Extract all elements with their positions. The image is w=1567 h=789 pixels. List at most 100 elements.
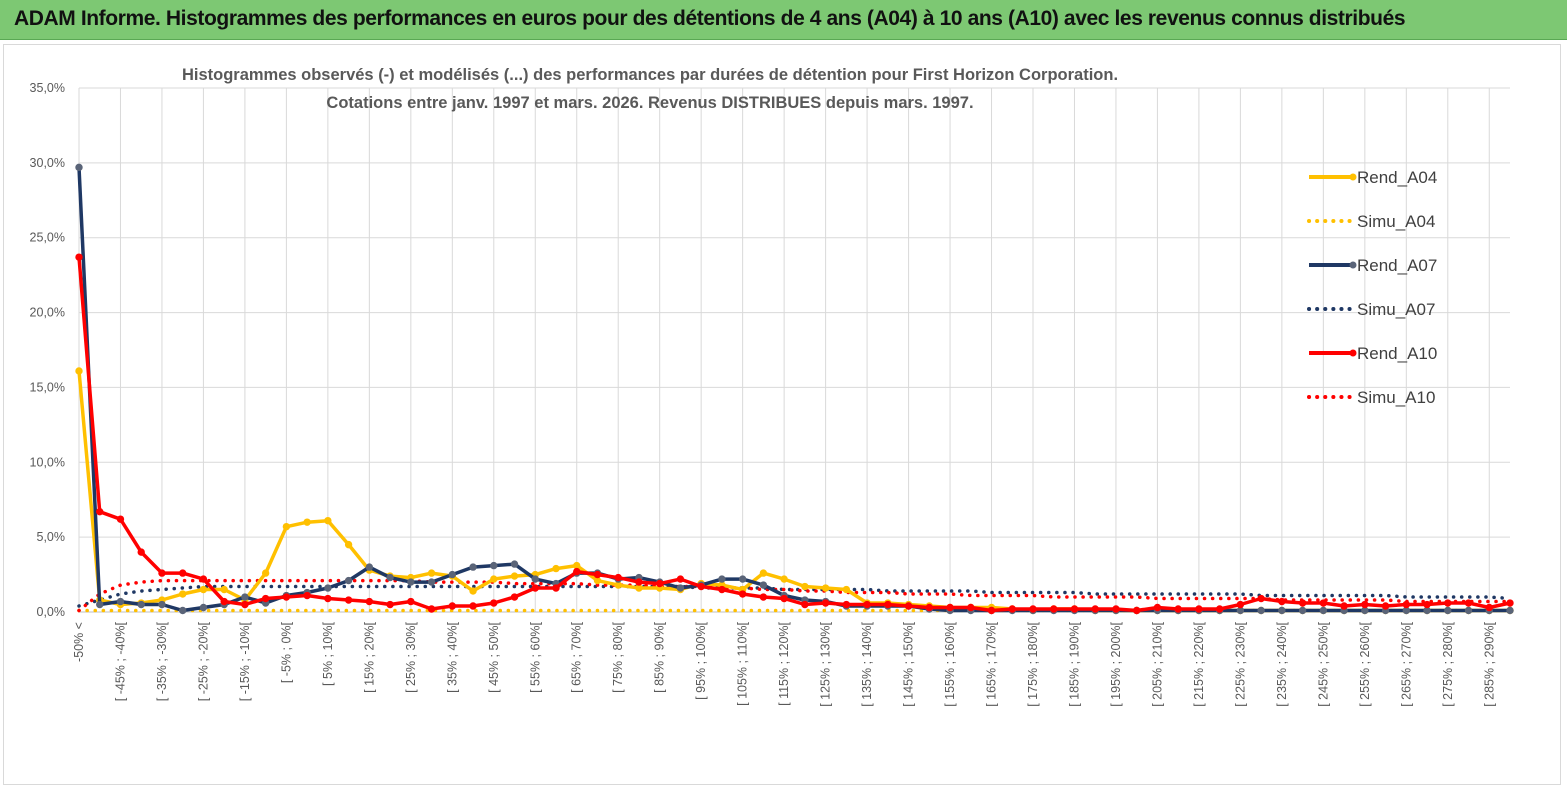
data-point <box>697 582 705 591</box>
x-tick-label: [ 215% ; 220%[ <box>1192 621 1206 706</box>
series-layer <box>75 163 1514 615</box>
data-point <box>1278 606 1286 615</box>
legend-marker <box>1349 261 1357 269</box>
data-point <box>759 569 768 577</box>
x-tick-label: [ 15% ; 20%[ <box>362 621 376 692</box>
data-point <box>863 600 871 609</box>
data-point <box>261 569 270 577</box>
data-point <box>1506 599 1514 607</box>
data-point <box>1112 605 1120 613</box>
data-point <box>324 516 332 525</box>
legend-label: Rend_A10 <box>1357 344 1437 363</box>
x-tick-label: [ 95% ; 100%[ <box>694 621 708 699</box>
legend-item-rend-a10: Rend_A10 <box>1309 344 1437 363</box>
data-point <box>676 584 685 592</box>
data-point <box>1029 605 1037 613</box>
data-point <box>1153 603 1162 612</box>
data-point <box>1423 606 1431 615</box>
data-point <box>220 585 228 594</box>
report-title: ADAM Informe. Histogrammes des performan… <box>14 7 1406 30</box>
x-tick-label: [ 265% ; 270%[ <box>1399 621 1413 706</box>
legend-item-rend-a04: Rend_A04 <box>1309 168 1437 187</box>
data-point <box>220 597 228 606</box>
data-point <box>1278 597 1286 606</box>
data-point <box>282 593 291 601</box>
data-point <box>116 597 125 606</box>
data-point <box>137 548 145 556</box>
data-point <box>593 576 602 585</box>
data-point <box>593 570 602 579</box>
x-tick-label: [ 5% ; 10%[ <box>321 621 335 685</box>
data-point <box>614 573 622 582</box>
data-point <box>987 606 996 615</box>
data-point <box>635 578 643 586</box>
data-point <box>904 602 913 610</box>
data-point <box>75 253 83 261</box>
data-point <box>718 575 726 583</box>
y-tick-label: 10,0% <box>30 455 65 469</box>
series-line <box>77 167 1510 613</box>
series-line <box>77 370 1510 613</box>
data-point <box>655 579 664 588</box>
data-point <box>365 597 374 606</box>
data-point <box>614 581 622 589</box>
chart-title-line-1: Histogrammes observés (-) et modélisés (… <box>182 66 1118 84</box>
data-point <box>96 600 104 609</box>
x-tick-label: [ -35% ; -30%[ <box>155 621 169 701</box>
report-banner: ADAM Informe. Histogrammes des performan… <box>0 0 1567 40</box>
x-tick-label: [ 275% ; 280%[ <box>1441 621 1455 706</box>
chart-title-line-2: Cotations entre janv. 1997 et mars. 2026… <box>326 94 973 112</box>
data-point <box>241 600 249 609</box>
data-point <box>178 590 187 598</box>
data-point <box>780 594 788 603</box>
data-point <box>407 597 415 606</box>
data-point <box>1236 600 1245 609</box>
data-point <box>738 575 747 583</box>
data-point <box>75 163 83 172</box>
data-point <box>1402 600 1411 609</box>
legend-item-simu-a07: Simu_A07 <box>1307 300 1435 319</box>
data-point <box>75 367 83 375</box>
data-point <box>1008 605 1016 613</box>
series-rend-a07 <box>75 163 1514 615</box>
data-point <box>1340 602 1348 610</box>
x-tick-label: [ 75% ; 80%[ <box>611 621 625 692</box>
data-point <box>427 578 436 586</box>
y-tick-label: 20,0% <box>30 306 65 320</box>
data-point <box>96 507 104 516</box>
x-tick-label: -50% < <box>72 622 86 662</box>
chart-frame <box>3 44 1561 785</box>
data-point <box>635 584 643 592</box>
data-point <box>510 560 519 568</box>
data-point <box>1257 594 1265 603</box>
data-point <box>469 563 477 571</box>
data-point <box>344 576 353 585</box>
y-tick-label: 0,0% <box>37 605 66 619</box>
data-point <box>552 584 560 592</box>
x-tick-label: [ 155% ; 160%[ <box>943 621 957 706</box>
data-point <box>1464 599 1473 607</box>
data-point <box>386 573 394 582</box>
data-point <box>738 590 747 598</box>
data-point <box>1132 606 1141 615</box>
data-point <box>1464 606 1473 615</box>
data-point <box>116 515 125 523</box>
data-point <box>1361 606 1369 615</box>
legend-item-simu-a10: Simu_A10 <box>1307 388 1435 407</box>
data-point <box>1298 599 1307 607</box>
data-point <box>303 591 311 600</box>
x-tick-label: [ 45% ; 50%[ <box>487 621 501 692</box>
data-point <box>1215 605 1224 613</box>
x-tick-label: [ 235% ; 240%[ <box>1275 621 1289 706</box>
series-line <box>77 257 1511 613</box>
data-point <box>199 603 208 612</box>
data-point <box>821 584 830 592</box>
data-point <box>490 599 498 607</box>
data-point <box>1402 606 1411 615</box>
data-point <box>842 600 851 609</box>
data-point <box>448 570 457 579</box>
data-point <box>344 540 353 549</box>
y-tick-label: 25,0% <box>30 231 65 245</box>
data-point <box>1236 606 1245 615</box>
